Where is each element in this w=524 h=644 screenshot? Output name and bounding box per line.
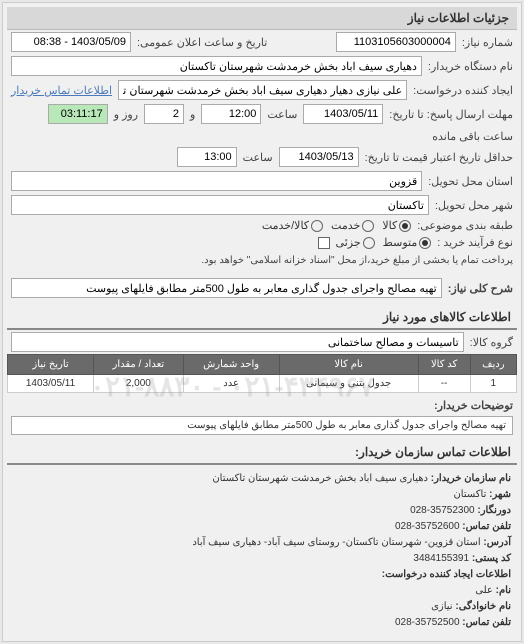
buyer-notes-text: تهیه مصالح واجرای جدول گذاری معابر به طو… — [11, 416, 513, 435]
radio-minor-label: جزئی — [336, 236, 361, 249]
radio-goods[interactable]: کالا — [382, 219, 411, 232]
radio-service-circle — [362, 220, 374, 232]
buyer-notes-label: توضیحات خریدار: — [434, 399, 513, 412]
deadline-label: مهلت ارسال پاسخ: تا تاریخ: — [389, 108, 513, 121]
radio-minor-circle — [363, 237, 375, 249]
cell-row: 1 — [470, 375, 516, 393]
desc-input[interactable] — [11, 278, 442, 298]
deadline-time-input[interactable] — [201, 104, 261, 124]
days-and: و — [190, 108, 195, 121]
deadline-time-label: ساعت — [267, 108, 297, 121]
days-after: روز و — [114, 108, 138, 121]
lname-label: نام خانوادگی: — [455, 601, 511, 612]
days-input[interactable] — [144, 104, 184, 124]
province-input[interactable] — [11, 171, 422, 191]
buyer-label: نام دستگاه خریدار: — [428, 60, 513, 73]
col-name: نام کالا — [279, 355, 418, 375]
validity-label: حداقل تاریخ اعتبار قیمت تا تاریخ: — [365, 151, 513, 164]
category-label: طبقه بندی موضوعی: — [417, 219, 513, 232]
cell-name: جدول بتنی و سیمانی — [279, 375, 418, 393]
goods-section-title: اطلاعات کالاهای مورد نیاز — [7, 306, 517, 330]
creator-input[interactable] — [118, 80, 407, 100]
deadline-date-input[interactable] — [303, 104, 383, 124]
radio-goods-service-label: کالا/خدمت — [262, 219, 309, 232]
process-label: نوع فرآیند خرید : — [437, 236, 513, 249]
contact-link[interactable]: اطلاعات تماس خریدار — [11, 84, 112, 97]
radio-service-label: خدمت — [331, 219, 360, 232]
phone-value: 35752600-028 — [395, 521, 460, 532]
ann-date-label: تاریخ و ساعت اعلان عمومی: — [137, 36, 267, 49]
radio-mid[interactable]: متوسط — [383, 236, 432, 249]
buyer-input[interactable] — [11, 56, 422, 76]
cell-code: -- — [418, 375, 470, 393]
table-header-row: ردیف کد کالا نام کالا واحد شمارش تعداد /… — [8, 355, 517, 375]
contact-city-label: شهر: — [489, 489, 511, 500]
process-radio-group: متوسط جزئی — [336, 236, 432, 249]
name-value: علی — [475, 585, 493, 596]
req-no-label: شماره نیاز: — [462, 36, 513, 49]
city-label: شهر محل تحویل: — [435, 199, 513, 212]
ann-date-input[interactable] — [11, 32, 131, 52]
phone-label: تلفن تماس: — [462, 521, 511, 532]
postal-value: 3484155391 — [413, 553, 469, 564]
treasury-checkbox[interactable] — [318, 237, 330, 249]
col-unit: واحد شمارش — [183, 355, 279, 375]
category-radio-group: کالا خدمت کالا/خدمت — [262, 219, 411, 232]
creator-section-label: اطلاعات ایجاد کننده درخواست: — [382, 569, 511, 580]
org-label: نام سازمان خریدار: — [431, 473, 511, 484]
col-date: تاریخ نیاز — [8, 355, 94, 375]
radio-service[interactable]: خدمت — [331, 219, 374, 232]
address-label: آدرس: — [483, 537, 511, 548]
name-label: نام: — [496, 585, 511, 596]
radio-minor[interactable]: جزئی — [336, 236, 375, 249]
postal-label: کد پستی: — [472, 553, 511, 564]
radio-goods-circle — [399, 220, 411, 232]
cell-qty: 2,000 — [94, 375, 184, 393]
validity-time-label: ساعت — [243, 151, 273, 164]
org-value: دهیاری سیف اباد بخش خرمدشت شهرستان تاکست… — [212, 473, 428, 484]
cphone-label: تلفن تماس: — [462, 617, 511, 628]
remain-time-input — [48, 104, 108, 124]
address-value: استان قزوین- شهرستان تاکستان- روستای سیف… — [192, 537, 480, 548]
lname-value: نیازی — [431, 601, 453, 612]
desc-label: شرح کلی نیاز: — [448, 282, 513, 295]
cphone-value: 35752500-028 — [395, 617, 460, 628]
province-label: استان محل تحویل: — [428, 175, 513, 188]
col-row: ردیف — [470, 355, 516, 375]
req-no-input[interactable] — [336, 32, 456, 52]
remain-label: ساعت باقی مانده — [432, 130, 513, 143]
process-note: پرداخت تمام یا بخشی از مبلغ خرید،از محل … — [201, 255, 513, 266]
radio-goods-service-circle — [311, 220, 323, 232]
col-code: کد کالا — [418, 355, 470, 375]
panel-title: جزئیات اطلاعات نیاز — [7, 7, 517, 30]
cell-date: 1403/05/11 — [8, 375, 94, 393]
goods-group-input[interactable] — [11, 332, 464, 352]
col-qty: تعداد / مقدار — [94, 355, 184, 375]
contact-section-title: اطلاعات تماس سازمان خریدار: — [7, 441, 517, 465]
city-input[interactable] — [11, 195, 429, 215]
radio-mid-circle — [419, 237, 431, 249]
goods-table: ردیف کد کالا نام کالا واحد شمارش تعداد /… — [7, 354, 517, 393]
goods-group-label: گروه کالا: — [470, 336, 513, 349]
creator-label: ایجاد کننده درخواست: — [413, 84, 513, 97]
validity-date-input[interactable] — [279, 147, 359, 167]
table-row[interactable]: 1 -- جدول بتنی و سیمانی عدد 2,000 1403/0… — [8, 375, 517, 393]
radio-mid-label: متوسط — [383, 236, 418, 249]
contact-city-value: تاکستان — [453, 489, 486, 500]
fax-label: دورنگار: — [477, 505, 511, 516]
contact-block: نام سازمان خریدار: دهیاری سیف اباد بخش خ… — [7, 465, 517, 637]
validity-time-input[interactable] — [177, 147, 237, 167]
fax-value: 35752300-028 — [410, 505, 475, 516]
radio-goods-label: کالا — [382, 219, 397, 232]
cell-unit: عدد — [183, 375, 279, 393]
radio-goods-service[interactable]: کالا/خدمت — [262, 219, 323, 232]
